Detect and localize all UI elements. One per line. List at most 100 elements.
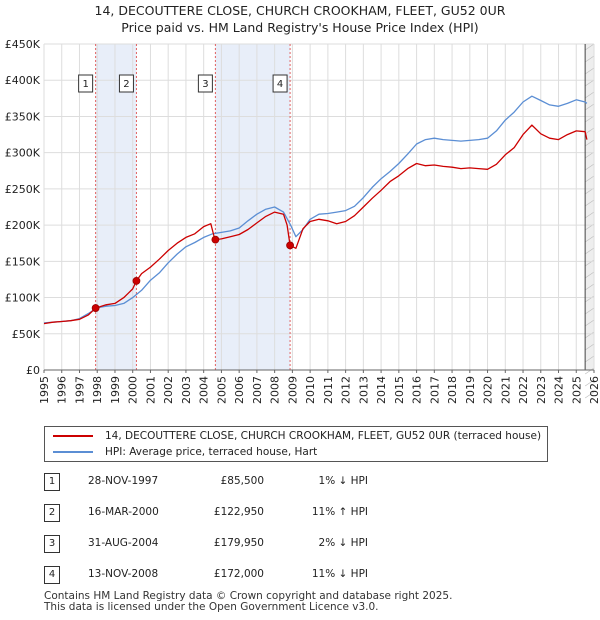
forecast-hatch: [584, 127, 595, 135]
transaction-point: [132, 277, 141, 285]
x-tick-label: 2002: [162, 376, 175, 404]
forecast-hatch: [584, 271, 595, 279]
forecast-hatch: [584, 115, 595, 123]
x-tick-label: 2001: [144, 376, 157, 404]
transaction-markers: 1 2 3 4: [78, 74, 288, 93]
x-tick-label: 2025: [570, 376, 583, 404]
transaction-point: [211, 235, 220, 244]
transaction-date: 28-NOV-1997: [88, 475, 159, 487]
forecast-hatch: [584, 391, 595, 399]
transaction-number: 3: [44, 535, 60, 553]
forecast-hatch: [584, 343, 595, 351]
x-tick-label: 1999: [109, 376, 122, 404]
forecast-hatch: [584, 175, 595, 183]
transaction-hpi: 1% ↓ HPI: [318, 475, 368, 487]
y-tick-label: £450K: [5, 38, 41, 51]
footer-copyright: Contains HM Land Registry data © Crown c…: [44, 590, 453, 602]
transaction-price: £172,000: [213, 568, 264, 580]
footer-licence: This data is licensed under the Open Gov…: [44, 601, 379, 613]
price-chart: 1 2 3 4 £0 £50K £100K £150K £200K £250K £300K £350…: [5, 38, 600, 404]
legend-label-hpi: HPI: Average price, terraced house, Hart: [105, 446, 318, 458]
transaction-number: 4: [44, 566, 60, 584]
forecast-hatch: [584, 91, 595, 99]
legend: 14, DECOUTTERE CLOSE, CHURCH CROOKHAM, F…: [44, 426, 548, 462]
transaction-point: [286, 241, 294, 250]
y-tick-label: £200K: [5, 219, 41, 232]
forecast-hatch: [584, 79, 595, 87]
x-tick-label: 2018: [446, 376, 459, 404]
shaded-periods: [44, 43, 595, 399]
legend-item-hpi: HPI: Average price, terraced house, Hart: [45, 444, 317, 460]
transaction-marker-label: 1: [82, 79, 88, 90]
x-tick-label: 2007: [251, 376, 264, 404]
x-tick-label: 1996: [56, 376, 69, 404]
x-tick-label: 2024: [553, 376, 566, 404]
y-tick-label: £0: [26, 364, 40, 377]
x-tick-label: 2000: [127, 376, 140, 404]
forecast-hatch: [584, 295, 595, 303]
forecast-hatch: [584, 331, 595, 339]
forecast-hatch: [584, 67, 595, 75]
legend-label-property: 14, DECOUTTERE CLOSE, CHURCH CROOKHAM, F…: [105, 430, 542, 442]
y-tick-label: £250K: [5, 183, 41, 196]
x-tick-label: 2013: [357, 376, 370, 404]
footer: Contains HM Land Registry data © Crown c…: [44, 591, 452, 613]
y-tick-label: £50K: [12, 328, 41, 341]
legend-swatch-property: [53, 435, 93, 437]
x-tick-label: 2003: [180, 376, 193, 404]
x-tick-label: 2020: [482, 376, 495, 404]
x-tick-label: 2026: [588, 376, 600, 404]
transaction-marker-box: [118, 74, 134, 93]
transaction-date: 31-AUG-2004: [88, 537, 159, 549]
series-line: [43, 95, 588, 324]
transaction-marker-label: 2: [123, 79, 129, 90]
transaction-date: 16-MAR-2000: [88, 506, 159, 518]
forecast-region: [585, 44, 594, 370]
forecast-hatch: [584, 235, 595, 243]
x-tick-label: 2019: [464, 376, 477, 404]
chart-title-main: 14, DECOUTTERE CLOSE, CHURCH CROOKHAM, F…: [94, 3, 506, 18]
x-tick-label: 2023: [535, 376, 548, 404]
forecast-hatch: [584, 367, 595, 375]
x-tick-label: 2017: [428, 376, 441, 404]
x-tick-label: 2022: [517, 376, 530, 404]
transaction-number: 2: [44, 504, 60, 522]
table-row: 4 13-NOV-2008 £172,000 11% ↓ HPI: [44, 566, 444, 584]
axis-labels: £0 £50K £100K £150K £200K £250K £300K £350K £400…: [5, 38, 600, 404]
legend-swatch-hpi: [53, 451, 93, 453]
legend-item-property: 14, DECOUTTERE CLOSE, CHURCH CROOKHAM, F…: [45, 428, 541, 444]
x-tick-label: 2015: [393, 376, 406, 404]
transaction-price: £85,500: [220, 475, 264, 487]
x-tick-label: 2012: [340, 376, 353, 404]
x-tick-label: 2008: [269, 376, 282, 404]
x-tick-label: 2004: [198, 376, 211, 404]
x-tick-label: 2016: [411, 376, 424, 404]
x-tick-label: 2009: [286, 376, 299, 404]
chart-subtitle: Price paid vs. HM Land Registry's House …: [121, 20, 479, 35]
forecast-hatch: [584, 139, 595, 147]
gridlines: [43, 43, 595, 371]
x-tick-label: 2010: [304, 376, 317, 404]
forecast-hatch: [584, 199, 595, 207]
y-tick-label: £350K: [5, 110, 41, 123]
forecast-hatch: [584, 319, 595, 327]
transaction-marker-box: [78, 74, 94, 93]
table-row: 2 16-MAR-2000 £122,950 11% ↑ HPI: [44, 504, 444, 522]
y-tick-label: £100K: [5, 292, 41, 305]
table-row: 3 31-AUG-2004 £179,950 2% ↓ HPI: [44, 535, 444, 553]
x-tick-label: 1995: [38, 376, 51, 404]
transaction-point: [91, 304, 100, 312]
x-tick-label: 2011: [322, 376, 335, 404]
transaction-marker-box: [272, 74, 288, 93]
forecast-hatch: [584, 43, 595, 51]
transaction-number: 1: [44, 473, 60, 491]
shaded-period: [95, 44, 137, 370]
y-tick-label: £150K: [5, 255, 41, 268]
y-tick-label: £400K: [5, 74, 41, 87]
transaction-hpi: 11% ↑ HPI: [311, 506, 368, 518]
x-tick-label: 2006: [233, 376, 246, 404]
x-tick-label: 2014: [375, 376, 388, 404]
transaction-hpi: 11% ↓ HPI: [311, 568, 368, 580]
transaction-price: £122,950: [213, 506, 264, 518]
x-tick-label: 1997: [73, 376, 86, 404]
